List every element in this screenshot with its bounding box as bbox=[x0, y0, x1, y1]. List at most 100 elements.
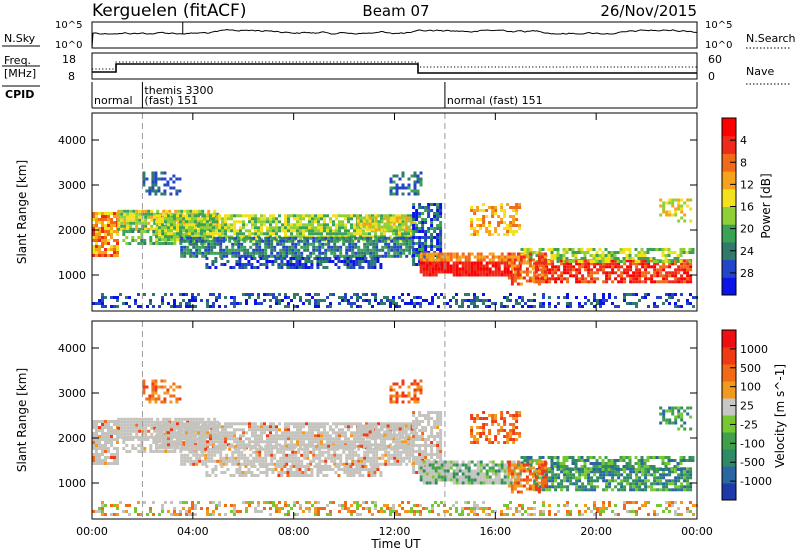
velocity-cell bbox=[107, 456, 110, 459]
power-cell bbox=[497, 270, 501, 274]
power-cell bbox=[233, 220, 236, 224]
power-cell bbox=[602, 265, 606, 269]
power-cell bbox=[680, 274, 684, 278]
velocity-cell bbox=[236, 428, 239, 432]
power-cell bbox=[251, 226, 254, 230]
power-cell bbox=[245, 293, 248, 296]
power-cell bbox=[257, 220, 260, 224]
power-cell bbox=[222, 254, 226, 258]
velocity-cell bbox=[170, 450, 174, 453]
velocity-cell bbox=[203, 443, 206, 447]
velocity-cell bbox=[219, 450, 223, 454]
velocity-cell bbox=[155, 434, 158, 438]
power-cell bbox=[194, 305, 197, 308]
nave-label: Nave bbox=[746, 65, 774, 78]
velocity-cell bbox=[198, 459, 202, 463]
power-cell bbox=[551, 262, 555, 266]
velocity-cell bbox=[315, 453, 319, 457]
velocity-cell bbox=[317, 434, 320, 438]
power-cell bbox=[175, 189, 179, 193]
velocity-cell bbox=[393, 459, 397, 463]
power-cell bbox=[419, 258, 423, 262]
power-cell bbox=[608, 296, 611, 299]
velocity-cell bbox=[396, 462, 400, 466]
power-cell bbox=[344, 296, 347, 299]
power-cell bbox=[356, 299, 359, 302]
power-cell bbox=[306, 239, 310, 243]
power-cell bbox=[689, 268, 693, 272]
power-cell bbox=[200, 223, 203, 227]
power-cell bbox=[220, 257, 224, 260]
velocity-cell bbox=[290, 434, 293, 438]
power-cell bbox=[584, 280, 588, 284]
power-cell bbox=[207, 239, 211, 243]
velocity-cell bbox=[277, 471, 281, 474]
power-cell bbox=[323, 229, 326, 233]
velocity-cell bbox=[291, 453, 295, 457]
velocity-cell bbox=[189, 462, 193, 466]
power-cell bbox=[262, 263, 266, 266]
power-cell bbox=[677, 265, 681, 269]
power-cell bbox=[494, 264, 498, 268]
velocity-cell bbox=[147, 420, 151, 424]
power-cell bbox=[683, 271, 687, 275]
power-cell bbox=[312, 236, 316, 240]
power-cell bbox=[590, 277, 594, 281]
power-cell bbox=[646, 251, 650, 254]
power-cell bbox=[407, 216, 411, 220]
velocity-cell bbox=[150, 420, 154, 424]
power-cell bbox=[302, 232, 305, 236]
power-cell bbox=[354, 236, 358, 240]
power-cell bbox=[185, 229, 188, 233]
power-cell bbox=[622, 260, 626, 263]
power-cell bbox=[586, 248, 590, 251]
power-cell bbox=[625, 248, 629, 251]
power-cell bbox=[322, 266, 326, 269]
velocity-cell bbox=[257, 425, 260, 429]
power-cell bbox=[209, 226, 212, 230]
power-cell bbox=[179, 220, 182, 224]
power-cell bbox=[374, 228, 378, 232]
power-cell bbox=[344, 214, 347, 218]
power-cell bbox=[273, 248, 277, 252]
velocity-cell bbox=[376, 465, 380, 468]
velocity-cell bbox=[153, 435, 157, 439]
power-cell bbox=[123, 215, 127, 219]
power-cell bbox=[533, 271, 537, 275]
power-cell bbox=[302, 302, 305, 305]
power-cell bbox=[565, 251, 569, 254]
power-cell bbox=[144, 224, 148, 228]
power-cell bbox=[467, 293, 470, 296]
power-cell bbox=[317, 229, 320, 233]
velocity-cell bbox=[405, 450, 409, 454]
power-cell bbox=[506, 296, 509, 299]
power-cell bbox=[325, 260, 329, 263]
power-cell bbox=[307, 257, 311, 260]
velocity-cell bbox=[95, 444, 98, 447]
power-cell bbox=[548, 268, 552, 272]
velocity-cell bbox=[260, 434, 263, 438]
power-cell bbox=[212, 214, 215, 218]
velocity-cell bbox=[270, 444, 274, 448]
velocity-cell bbox=[195, 459, 199, 463]
velocity-cell bbox=[164, 422, 167, 426]
power-cell bbox=[351, 254, 355, 258]
velocity-cell bbox=[370, 465, 374, 468]
power-cell bbox=[562, 248, 566, 251]
power-cell bbox=[665, 213, 669, 217]
velocity-cell bbox=[276, 450, 280, 454]
power-cell bbox=[653, 265, 657, 269]
power-cell bbox=[528, 258, 532, 262]
power-cell bbox=[401, 171, 405, 175]
power-cell bbox=[299, 214, 302, 218]
power-cell bbox=[260, 232, 263, 236]
power-cell bbox=[390, 239, 394, 243]
power-cell bbox=[455, 299, 458, 302]
velocity-cell bbox=[338, 428, 341, 432]
power-cell bbox=[224, 214, 227, 218]
velocity-cell bbox=[214, 465, 218, 468]
power-cell bbox=[167, 214, 170, 218]
power-cell bbox=[201, 236, 205, 240]
power-cell bbox=[389, 214, 392, 218]
power-cell bbox=[341, 214, 344, 218]
